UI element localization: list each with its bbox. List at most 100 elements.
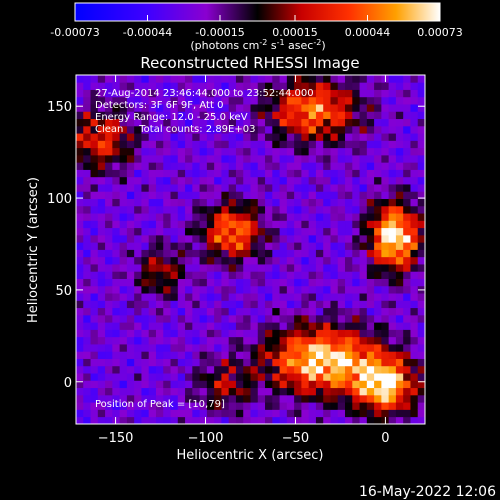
heatmap-cell [359,307,368,316]
heatmap-cell [359,75,368,83]
heatmap-cell [366,89,375,98]
heatmap-cell [330,213,339,221]
heatmap-cell [286,89,295,98]
heatmap-cell [119,82,128,90]
heatmap-cell [163,293,171,301]
heatmap-cell [83,344,91,352]
heatmap-cell [352,176,360,185]
heatmap-cell [250,278,259,287]
heatmap-cell [105,191,113,199]
heatmap-cell [257,220,266,229]
heatmap-cell [90,322,99,330]
heatmap-cell [206,344,215,352]
heatmap-cell [214,416,222,424]
heatmap-cell [235,329,244,338]
heatmap-cell [381,154,390,163]
heatmap-cell [148,271,157,279]
heatmap-cell [192,125,200,134]
heatmap-cell [308,82,317,90]
heatmap-cell [294,271,302,279]
heatmap-cell [119,227,128,236]
heatmap-cell [417,249,425,258]
heatmap-cell [323,154,331,163]
heatmap-cell [395,89,404,98]
heatmap-cell [257,409,266,418]
heatmap-cell [272,176,280,185]
heatmap-cell [155,380,164,389]
heatmap-cell [192,234,200,243]
heatmap-cell [214,387,222,396]
heatmap-cell [105,227,113,236]
heatmap-cell [374,249,382,258]
heatmap-cell [177,373,186,381]
heatmap-cell [352,351,360,359]
heatmap-cell [214,227,222,236]
heatmap-cell [366,344,375,352]
heatmap-cell [134,329,142,338]
heatmap-cell [221,147,230,156]
heatmap-cell [366,387,375,396]
heatmap-cell [381,402,390,410]
heatmap-cell [337,351,346,359]
heatmap-cell [323,184,331,192]
heatmap-cell [192,293,200,301]
heatmap-cell [395,133,404,141]
heatmap-cell [381,220,390,229]
heatmap-cell [410,176,419,185]
heatmap-cell [76,336,84,345]
heatmap-cell [177,336,186,345]
heatmap-cell [170,365,179,374]
heatmap-cell [410,82,419,90]
heatmap-cell [308,198,317,207]
heatmap-cell [279,104,288,112]
heatmap-cell [265,205,273,214]
heatmap-cell [257,373,266,381]
heatmap-cell [403,293,411,301]
heatmap-cell [192,176,200,185]
heatmap-cell [221,322,230,330]
heatmap-cell [323,373,331,381]
heatmap-cell [359,191,368,199]
heatmap-cell [155,365,164,374]
heatmap-cell [410,89,419,98]
heatmap-cell [214,365,222,374]
heatmap-cell [105,409,113,418]
heatmap-cell [272,271,280,279]
heatmap-cell [352,154,360,163]
heatmap-cell [410,75,419,83]
heatmap-cell [315,198,324,207]
heatmap-cell [366,307,375,316]
heatmap-cell [105,285,113,294]
heatmap-cell [272,242,280,250]
heatmap-cell [410,409,419,418]
heatmap-cell [214,358,222,367]
heatmap-cell [352,96,360,105]
heatmap-cell [97,198,106,207]
heatmap-cell [315,351,324,359]
heatmap-cell [352,191,360,199]
heatmap-cell [105,344,113,352]
heatmap-cell [214,191,222,199]
heatmap-cell [206,82,215,90]
heatmap-cell [221,191,230,199]
heatmap-cell [134,336,142,345]
heatmap-cell [417,96,425,105]
heatmap-cell [206,278,215,287]
heatmap-cell [221,169,230,178]
heatmap-cell [359,125,368,134]
heatmap-cell [294,329,302,338]
heatmap-cell [417,125,425,134]
heatmap-cell [126,154,135,163]
heatmap-cell [155,104,164,112]
heatmap-cell [206,249,215,258]
heatmap-cell [359,220,368,229]
heatmap-cell [155,300,164,309]
heatmap-cell [134,322,142,330]
heatmap-cell [352,285,360,294]
heatmap-cell [185,336,193,345]
heatmap-cell [185,365,193,374]
heatmap-cell [286,133,295,141]
heatmap-cell [170,82,179,90]
heatmap-cell [97,147,106,156]
heatmap-image [76,75,425,424]
